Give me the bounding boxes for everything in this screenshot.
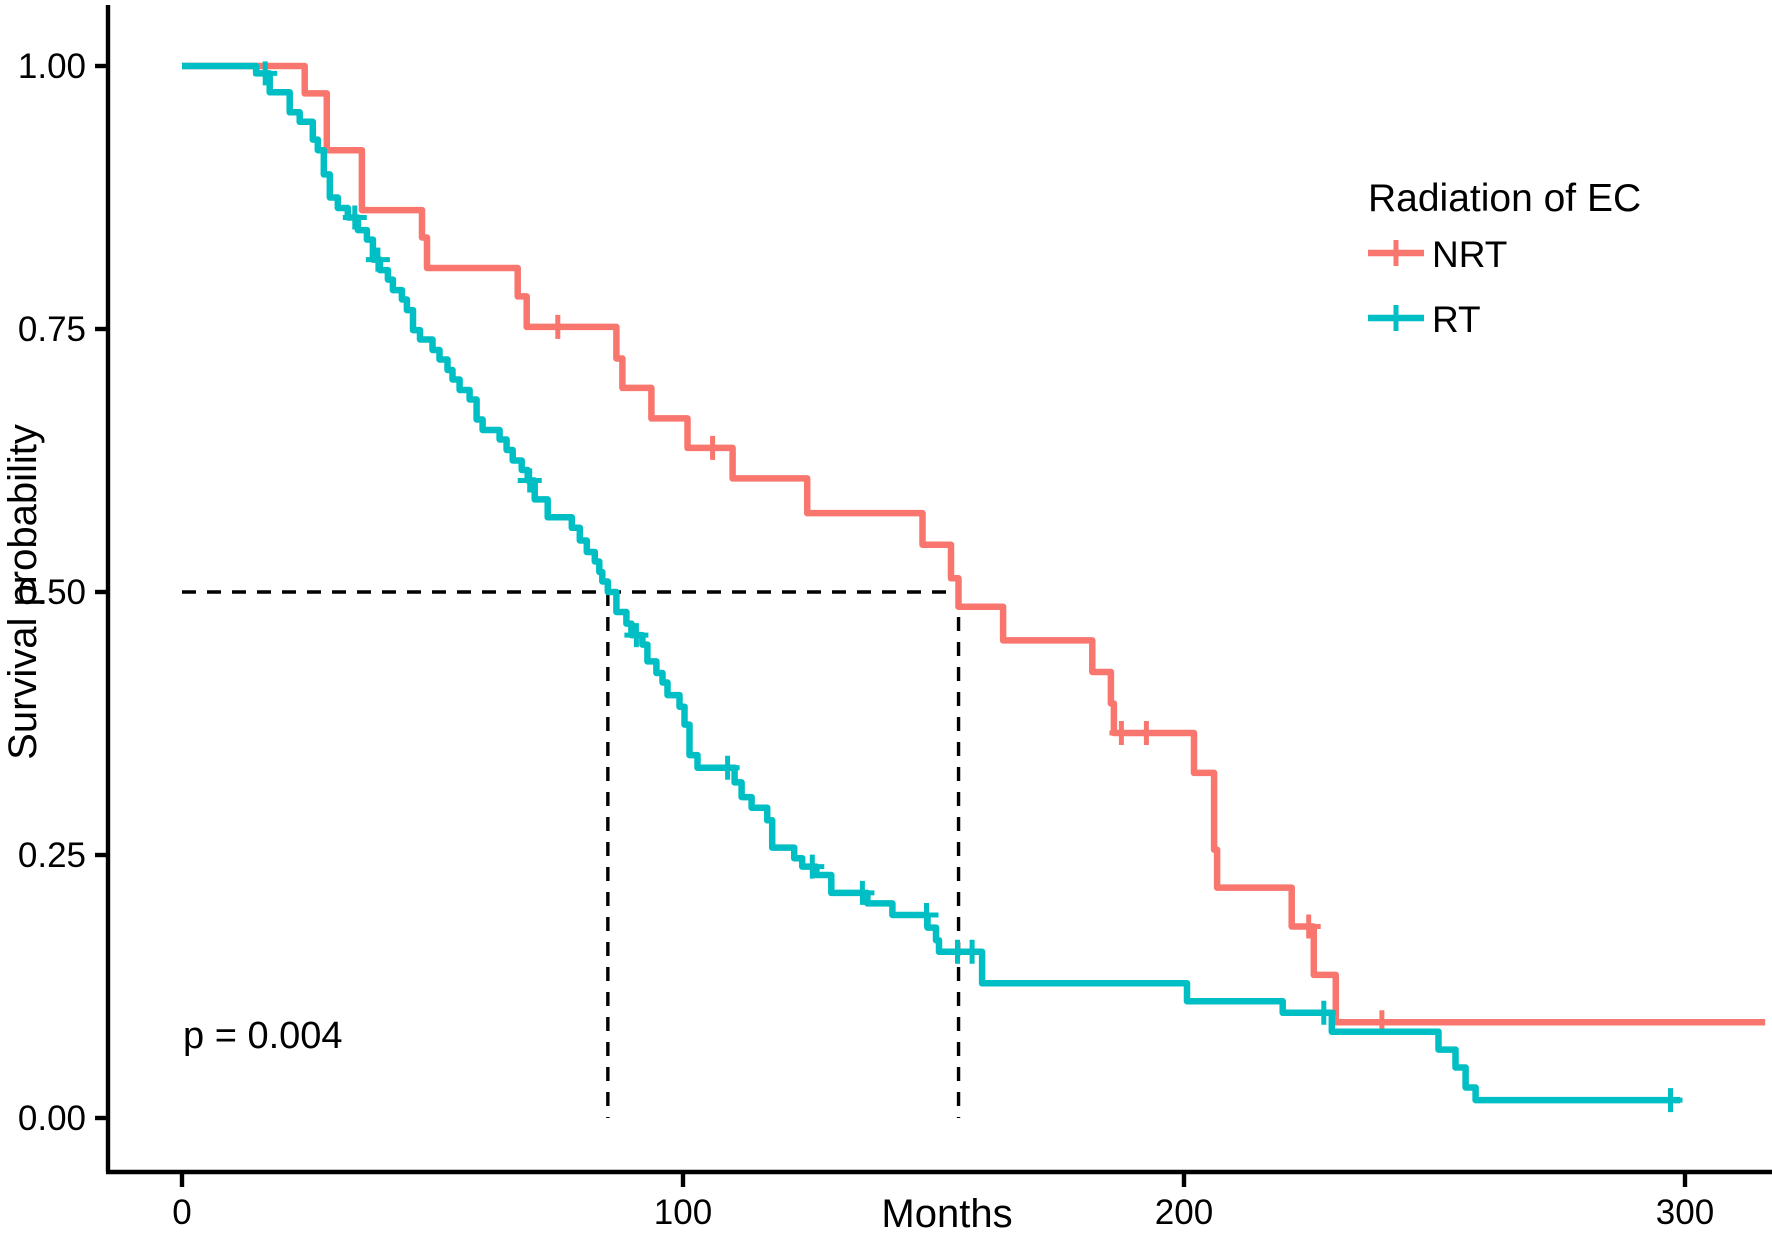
censor-mark-nrt (700, 435, 725, 460)
legend: Radiation of EC NRT RT (1368, 177, 1641, 340)
censor-mark-rt (517, 468, 542, 493)
censor-mark-nrt (1296, 914, 1321, 939)
censor-mark-rt (800, 854, 825, 879)
survival-curves (182, 61, 1766, 1113)
censor-mark-nrt (1134, 721, 1159, 745)
y-axis-title: Survival probability (1, 424, 45, 760)
x-axis-title: Months (881, 1192, 1012, 1236)
y-tick-label: 0.25 (18, 836, 86, 875)
censor-mark-rt (715, 755, 740, 780)
legend-key-markers (1368, 240, 1424, 331)
x-tick-label: 0 (172, 1193, 191, 1232)
y-tick-label: 0.00 (18, 1099, 86, 1138)
censor-mark-rt (253, 61, 278, 86)
censor-mark-rt (914, 903, 939, 927)
y-tick-label: 0.75 (18, 310, 86, 349)
x-tick-label: 200 (1155, 1193, 1213, 1232)
median-reference-lines (182, 590, 961, 1118)
x-axis-ticks: 0 100 200 300 (172, 1173, 1714, 1232)
x-tick-label: 100 (654, 1193, 712, 1232)
censor-mark-rt (342, 205, 367, 230)
legend-label-nrt: NRT (1432, 234, 1507, 275)
censor-mark-nrt (545, 314, 570, 339)
censor-mark-rt (850, 880, 875, 905)
censor-mark-rt (960, 939, 985, 964)
p-value-annotation: p = 0.004 (183, 1015, 343, 1057)
legend-label-rt: RT (1432, 299, 1481, 340)
censor-mark-nrt (1109, 721, 1134, 745)
legend-plus-icon-rt (1383, 305, 1409, 331)
censor-mark-rt (1311, 1000, 1336, 1025)
y-tick-label: 1.00 (18, 47, 86, 86)
legend-title: Radiation of EC (1368, 177, 1641, 220)
censor-mark-rt (1658, 1088, 1683, 1113)
y-tick-label: 0.50 (18, 573, 86, 612)
axes: 1.00 0.75 0.50 0.25 0.00 0 100 200 300 (18, 5, 1772, 1232)
x-tick-label: 300 (1656, 1193, 1714, 1232)
legend-plus-icon-nrt (1383, 240, 1409, 266)
censor-mark-rt (365, 247, 390, 272)
censor-mark-rt (624, 623, 649, 648)
y-axis-ticks: 1.00 0.75 0.50 0.25 0.00 (18, 47, 107, 1138)
km-curve-nrt (182, 62, 1766, 1026)
km-curve-rt (182, 62, 1680, 1104)
